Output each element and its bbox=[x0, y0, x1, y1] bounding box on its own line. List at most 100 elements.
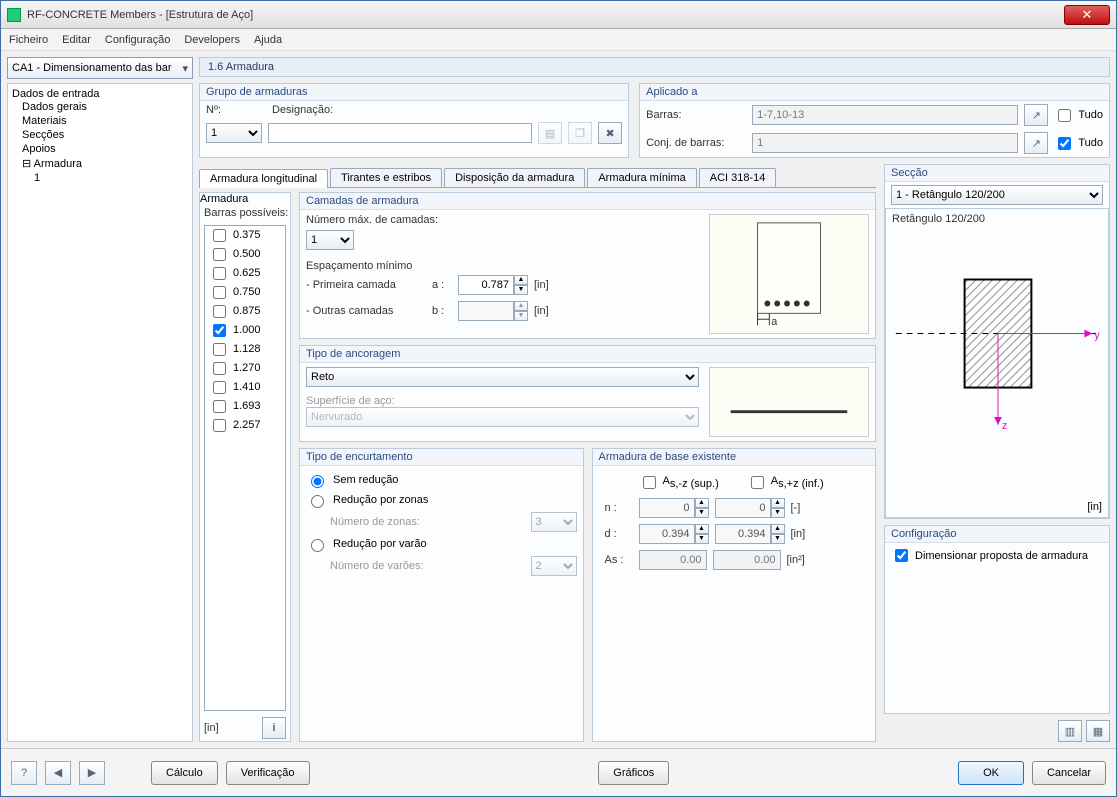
panel-camadas: Camadas de armadura Número máx. de camad… bbox=[299, 192, 876, 339]
app-icon bbox=[7, 8, 21, 22]
menu-dev[interactable]: Developers bbox=[184, 34, 240, 46]
save-default-icon[interactable]: ▦ bbox=[1086, 720, 1110, 742]
tree-item-armadura[interactable]: ⊟ Armadura bbox=[22, 156, 188, 171]
case-combo-text: CA1 - Dimensionamento das bar bbox=[12, 62, 172, 74]
as2-input bbox=[713, 550, 781, 570]
next-icon[interactable]: ▶ bbox=[79, 761, 105, 785]
bar-list[interactable]: 0.3750.5000.625 0.750 0.8751.0001.128 1.270… bbox=[204, 225, 286, 711]
copy-icon[interactable]: ❐ bbox=[568, 122, 592, 144]
bar-option-label: 2.257 bbox=[233, 418, 261, 433]
tab-aci318[interactable]: ACI 318-14 bbox=[699, 168, 777, 187]
n2-input bbox=[715, 498, 771, 518]
tree-sub-1[interactable]: 1 bbox=[34, 171, 188, 185]
tree-root[interactable]: Dados de entrada bbox=[12, 88, 188, 100]
titlebar: RF-CONCRETE Members - [Estrutura de Aço]… bbox=[1, 1, 1116, 29]
info-icon[interactable]: i bbox=[262, 717, 286, 739]
barras-possiveis-label: Barras possíveis: bbox=[200, 205, 290, 221]
d-unit: [in] bbox=[791, 528, 806, 540]
bar-option[interactable]: 1.410 bbox=[205, 378, 285, 397]
ancoragem-select[interactable]: Reto bbox=[306, 367, 699, 387]
camada1-input[interactable] bbox=[458, 275, 514, 295]
camada2-input bbox=[458, 301, 514, 321]
tudo1-checkbox[interactable]: Tudo bbox=[1054, 106, 1103, 125]
help-icon[interactable]: ? bbox=[11, 761, 37, 785]
tab-tirantes[interactable]: Tirantes e estribos bbox=[330, 168, 442, 187]
top-grid: Grupo de armaduras Nº: Designação: 1 ▤ ❐… bbox=[199, 83, 1110, 158]
case-combo[interactable]: CA1 - Dimensionamento das bar ▾ bbox=[7, 57, 193, 79]
bar-option-label: 0.750 bbox=[233, 285, 261, 300]
grupo-desig-input[interactable] bbox=[268, 123, 532, 143]
as-sup-sub: s,-z (sup.) bbox=[670, 478, 719, 490]
camadas-max-select[interactable]: 1 bbox=[306, 230, 354, 250]
grupo-desig-label: Designação: bbox=[272, 104, 333, 116]
close-button[interactable]: ✕ bbox=[1064, 5, 1110, 25]
surf-label: Superfície de aço: bbox=[306, 395, 699, 407]
tree-item-materiais[interactable]: Materiais bbox=[22, 114, 188, 128]
section-diagram: a bbox=[709, 214, 869, 334]
menu-file[interactable]: Ficheiro bbox=[9, 34, 48, 46]
camada1-spin[interactable]: ▲▼ bbox=[458, 275, 528, 295]
radio-sem-reducao[interactable] bbox=[311, 475, 324, 488]
seccao-unit: [in] bbox=[1087, 501, 1102, 513]
graficos-button[interactable]: Gráficos bbox=[598, 761, 669, 785]
load-default-icon[interactable]: ▥ bbox=[1058, 720, 1082, 742]
verif-button[interactable]: Verificação bbox=[226, 761, 310, 785]
bar-option[interactable]: 0.500 bbox=[205, 245, 285, 264]
bar-option[interactable]: 0.750 bbox=[205, 283, 285, 302]
spin-down-icon[interactable]: ▼ bbox=[514, 285, 528, 295]
tab-armadura-longitudinal[interactable]: Armadura longitudinal bbox=[199, 169, 328, 188]
config-title: Configuração bbox=[885, 526, 1109, 543]
tudo2-checkbox[interactable]: Tudo bbox=[1054, 134, 1103, 153]
prev-icon[interactable]: ◀ bbox=[45, 761, 71, 785]
tree-item-apoios[interactable]: Apoios bbox=[22, 142, 188, 156]
ok-button[interactable]: OK bbox=[958, 761, 1024, 785]
calc-button[interactable]: Cálculo bbox=[151, 761, 218, 785]
tab-disposicao[interactable]: Disposição da armadura bbox=[444, 168, 585, 187]
bar-option[interactable]: 1.270 bbox=[205, 359, 285, 378]
pick-barras-icon[interactable]: ↗ bbox=[1024, 104, 1048, 126]
bar-option-label: 1.270 bbox=[233, 361, 261, 376]
section-view: Retângulo 120/200 y z [in] bbox=[885, 208, 1109, 518]
bar-option[interactable]: 0.625 bbox=[205, 264, 285, 283]
d1-input bbox=[639, 524, 695, 544]
window-title: RF-CONCRETE Members - [Estrutura de Aço] bbox=[27, 9, 1064, 21]
menu-edit[interactable]: Editar bbox=[62, 34, 91, 46]
config-checkbox[interactable]: Dimensionar proposta de armadura bbox=[891, 546, 1088, 565]
tab-armadura-minima[interactable]: Armadura mínima bbox=[587, 168, 696, 187]
seccao-combo[interactable]: 1 - Retângulo 120/200 bbox=[891, 185, 1103, 205]
new-icon[interactable]: ▤ bbox=[538, 122, 562, 144]
spin-up-icon[interactable]: ▲ bbox=[514, 275, 528, 285]
nav-tree[interactable]: Dados de entrada Dados gerais Materiais … bbox=[7, 83, 193, 742]
grupo-title: Grupo de armaduras bbox=[200, 84, 628, 101]
n1-input bbox=[639, 498, 695, 518]
bar-option[interactable]: 1.128 bbox=[205, 340, 285, 359]
bar-option[interactable]: 2.257 bbox=[205, 416, 285, 435]
tree-item-dados-gerais[interactable]: Dados gerais bbox=[22, 100, 188, 114]
delete-icon[interactable]: ✖ bbox=[598, 122, 622, 144]
bar-option[interactable]: 0.375 bbox=[205, 226, 285, 245]
menu-config[interactable]: Configuração bbox=[105, 34, 170, 46]
d2-input bbox=[715, 524, 771, 544]
surf-select: Nervurado bbox=[306, 407, 699, 427]
page-title: 1.6 Armadura bbox=[199, 57, 1110, 77]
pick-conj-icon[interactable]: ↗ bbox=[1024, 132, 1048, 154]
menu-help[interactable]: Ajuda bbox=[254, 34, 282, 46]
radio-varao[interactable] bbox=[311, 539, 324, 552]
tudo1-label: Tudo bbox=[1078, 109, 1103, 121]
bar-option[interactable]: 1.000 bbox=[205, 321, 285, 340]
grupo-num-select[interactable]: 1 bbox=[206, 123, 262, 143]
menubar: Ficheiro Editar Configuração Developers … bbox=[1, 29, 1116, 51]
chk-as-sup[interactable]: As,-z (sup.) bbox=[639, 473, 719, 492]
radio-varao-label: Redução por varão bbox=[333, 538, 427, 550]
tab-area: Armadura longitudinal Tirantes e estribo… bbox=[199, 164, 876, 742]
n-label: n : bbox=[605, 502, 633, 514]
cancel-button[interactable]: Cancelar bbox=[1032, 761, 1106, 785]
radio-zonas[interactable] bbox=[311, 495, 324, 508]
panel-ancoragem: Tipo de ancoragem Reto Superfície de aço… bbox=[299, 345, 876, 442]
right-column: Secção 1 - Retângulo 120/200 Retângulo 1… bbox=[884, 164, 1110, 742]
bar-option[interactable]: 0.875 bbox=[205, 302, 285, 321]
chk-as-inf[interactable]: As,+z (inf.) bbox=[747, 473, 824, 492]
chevron-down-icon: ▾ bbox=[182, 62, 188, 75]
bar-option[interactable]: 1.693 bbox=[205, 397, 285, 416]
tree-item-seccoes[interactable]: Secções bbox=[22, 128, 188, 142]
